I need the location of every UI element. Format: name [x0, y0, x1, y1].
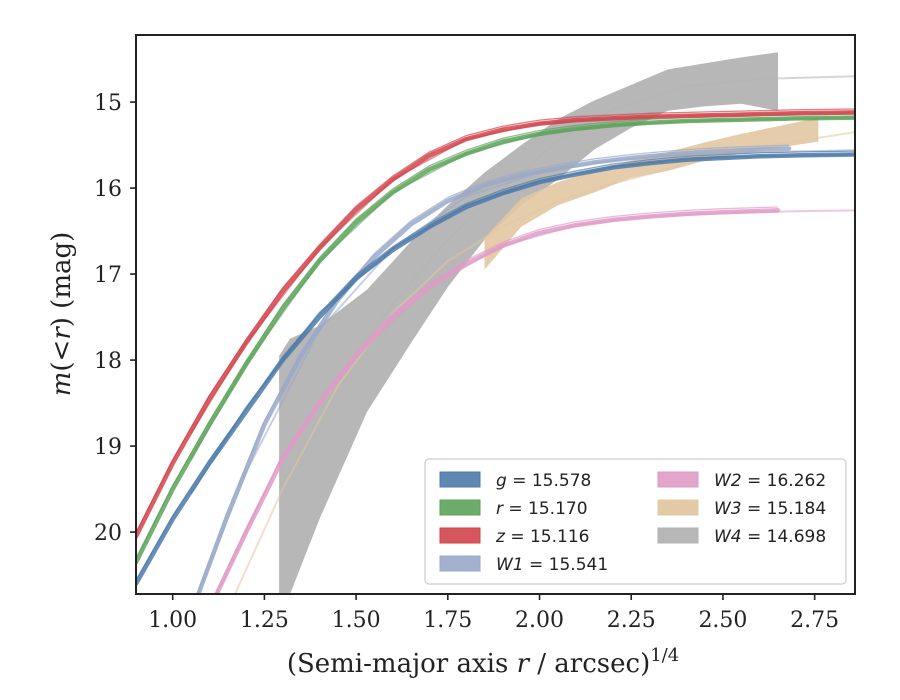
legend-swatch-z: [439, 527, 481, 544]
legend-label-z: z = 15.116: [495, 527, 589, 547]
y-axis-label: m(<r) (mag): [47, 232, 77, 397]
x-tick-label: 2.00: [515, 608, 564, 633]
legend-swatch-w3: [657, 499, 699, 516]
legend-frame: [424, 458, 847, 585]
y-tick-label: 17: [94, 263, 122, 288]
series-z-upper-edge: [136, 108, 855, 534]
series-w1-line: [196, 146, 792, 594]
x-tick-label: 2.25: [607, 608, 656, 633]
series-g-line: [136, 152, 855, 586]
axes-frame: [135, 34, 856, 595]
series-w2: [214, 206, 855, 594]
series-w2-upper-edge: [216, 206, 779, 591]
legend-item-w2: W2 = 16.262: [657, 471, 826, 491]
y-tick-label: 18: [94, 349, 122, 374]
x-axis: 1.00 1.25 1.50 1.75 2.00 2.25 2.50 2.75: [148, 594, 839, 633]
series-w4-band: [279, 52, 778, 594]
series-w2-line: [214, 208, 781, 594]
y-tick-label: 15: [94, 91, 122, 116]
series-g-upper-edge: [136, 150, 855, 581]
legend: g = 15.578 r = 15.170 z = 15.116 W1 = 15.54…: [424, 458, 847, 585]
series-w4: [279, 52, 855, 594]
legend-swatch-w2: [657, 471, 699, 488]
x-tick-label: 2.50: [698, 608, 747, 633]
legend-swatch-g: [439, 471, 481, 488]
y-tick-label: 19: [94, 435, 122, 460]
legend-item-g: g = 15.578: [439, 471, 591, 491]
y-tick-label: 16: [94, 177, 122, 202]
x-tick-label: 1.75: [423, 608, 472, 633]
legend-label-w3: W3 = 15.184: [714, 499, 826, 519]
legend-label-g: g = 15.578: [496, 471, 591, 491]
legend-item-z: z = 15.116: [439, 527, 589, 547]
legend-label-w1: W1 = 15.541: [496, 555, 608, 575]
x-tick-label: 1.00: [148, 608, 197, 633]
legend-swatch-w1: [439, 555, 481, 572]
legend-label-r: r = 15.170: [496, 499, 588, 519]
series-r-line: [136, 115, 855, 565]
legend-swatch-w4: [657, 527, 699, 544]
y-tick-label: 20: [94, 521, 122, 546]
legend-item-w4: W4 = 14.698: [657, 527, 826, 547]
legend-label-w4: W4 = 14.698: [714, 527, 826, 547]
x-axis-label: (Semi-major axis r / arcsec)1/4: [287, 645, 679, 679]
x-tick-label: 2.75: [790, 608, 839, 633]
legend-swatch-r: [439, 499, 481, 516]
series-w1-upper-edge: [197, 144, 790, 591]
plot-area: [136, 52, 855, 594]
series-z-line: [136, 110, 855, 539]
x-tick-label: 1.50: [332, 608, 381, 633]
legend-item-w3: W3 = 15.184: [657, 499, 826, 519]
legend-label-w2: W2 = 16.262: [714, 471, 826, 491]
series-w3-band: [484, 117, 819, 270]
legend-item-r: r = 15.170: [439, 499, 588, 519]
y-axis: 15 16 17 18 19 20: [94, 91, 136, 546]
x-tick-label: 1.25: [240, 608, 289, 633]
series-w1: [196, 144, 855, 594]
series-g: [136, 150, 855, 586]
series-z: [136, 108, 855, 539]
legend-item-w1: W1 = 15.541: [439, 555, 608, 575]
